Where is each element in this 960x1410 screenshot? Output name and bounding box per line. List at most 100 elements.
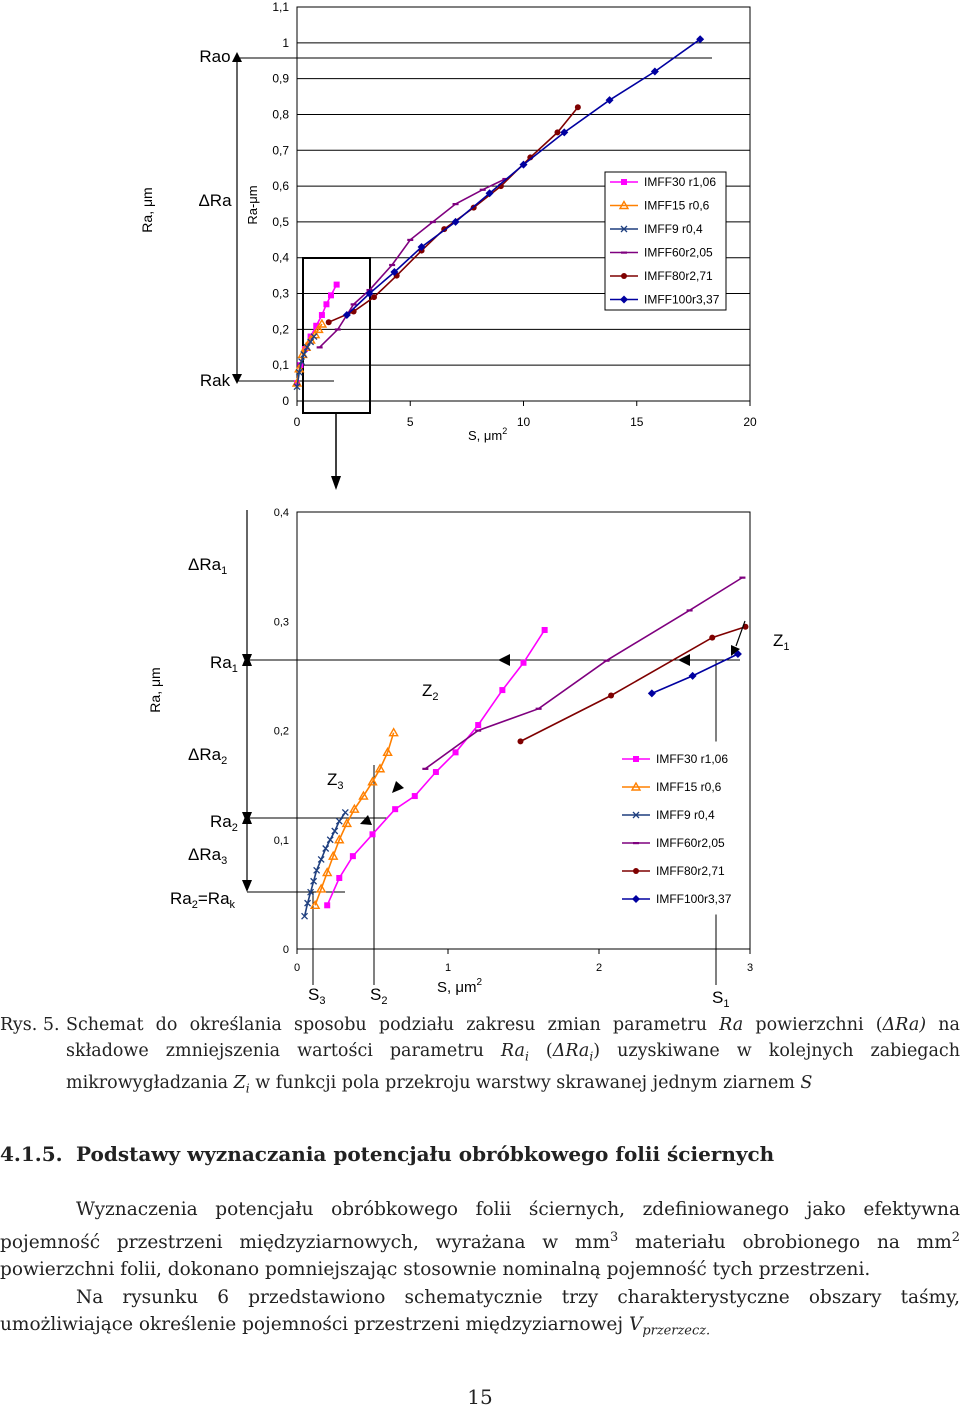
- data-point: [374, 763, 386, 773]
- data-point: [304, 899, 312, 907]
- legend-label: IMFF15 r0,6: [656, 780, 722, 794]
- series-bottom: [301, 576, 749, 920]
- legend-label: IMFF80r2,71: [644, 269, 713, 283]
- data-point: [392, 806, 399, 813]
- data-point: [298, 358, 305, 366]
- data-point: [313, 323, 324, 334]
- data-point: [326, 836, 334, 844]
- data-point: [365, 289, 374, 298]
- data-point: [331, 827, 339, 835]
- paragraph-2: Na rysunku 6 przedstawiono schematycznie…: [0, 1286, 960, 1339]
- data-point: [358, 790, 369, 800]
- s2-label: S2: [370, 985, 387, 1007]
- data-point: [310, 877, 318, 885]
- ra1-arrowhead-blue: [678, 654, 690, 666]
- data-point: [541, 626, 548, 633]
- data-point: [333, 281, 340, 288]
- rak-label: Rak: [200, 371, 231, 390]
- data-point: [535, 707, 542, 710]
- arrowhead: [242, 880, 252, 892]
- legend-marker: [620, 225, 628, 233]
- legend-label: IMFF60r2,05: [656, 836, 725, 850]
- data-point: [322, 845, 330, 852]
- legend-label: IMFF60r2,05: [644, 246, 713, 260]
- y-tick-label: 0: [282, 394, 289, 408]
- y-tick-label: 0,9: [272, 72, 289, 86]
- data-point: [432, 769, 439, 776]
- data-point: [688, 671, 697, 680]
- x-tick-label: 0: [294, 962, 300, 974]
- data-point: [325, 319, 332, 326]
- legend-marker: [633, 756, 639, 762]
- data-point: [709, 634, 716, 641]
- data-point: [479, 188, 486, 191]
- data-point: [519, 160, 528, 169]
- delta-ra3-label: ΔRa3: [188, 845, 227, 867]
- ra2-arrowhead: [360, 815, 372, 825]
- data-point: [328, 850, 339, 860]
- data-point: [334, 328, 341, 331]
- data-point: [451, 217, 460, 226]
- z1-pointer-arrowhead: [731, 645, 740, 656]
- data-point: [517, 738, 524, 745]
- legend-label: IMFF9 r0,4: [656, 808, 715, 822]
- y-tick-label: 0: [283, 944, 289, 956]
- x-tick-label: 0: [294, 415, 301, 429]
- data-point: [388, 727, 399, 737]
- data-point: [647, 689, 656, 698]
- data-point: [499, 687, 506, 694]
- data-point: [315, 883, 327, 893]
- data-point: [293, 383, 301, 391]
- data-point: [452, 749, 459, 756]
- data-point: [686, 609, 693, 612]
- legend-label: IMFF100r3,37: [644, 293, 720, 307]
- data-point: [389, 263, 396, 267]
- data-point: [382, 746, 393, 757]
- chart-top: 0 0,1 0,2 0,3 0,4 0,5 0,6 0,7 0,8 0,9 1 1,1 0 5 10 15 2…: [139, 0, 757, 490]
- data-point: [313, 322, 320, 329]
- section-number: 4.1.5.: [0, 1142, 63, 1166]
- legend-entries-top: IMFF30 r1,06 IMFF15 r0,6 IMFF9 r0,4 IMFF60r…: [610, 175, 720, 307]
- legend-marker: [618, 200, 630, 210]
- section-heading: 4.1.5. Podstawy wyznaczania potencjału ob…: [0, 1142, 960, 1166]
- legend-marker: [621, 251, 627, 254]
- x-tick-label: 10: [517, 415, 531, 429]
- y-tick-label: 0,1: [272, 358, 289, 372]
- outer-y-label-top: Ra, μm: [139, 187, 155, 232]
- data-point: [407, 238, 414, 242]
- data-point: [349, 803, 360, 813]
- data-point: [739, 576, 746, 579]
- y-tick-label: 0,3: [272, 287, 289, 301]
- rao-label: Rao: [199, 47, 230, 66]
- series-line: [326, 629, 546, 906]
- zoom-arrowhead: [331, 476, 341, 490]
- figure-caption: Rys. 5. Schemat do określania sposobu po…: [0, 1012, 960, 1101]
- legend-marker: [632, 895, 640, 903]
- y-tick-label: 0,7: [272, 143, 289, 157]
- data-point: [429, 220, 436, 224]
- x-axis-label-top: S, μm2: [468, 426, 507, 443]
- ra2-label: Ra2: [210, 812, 238, 834]
- data-point: [301, 912, 309, 920]
- legend-label: IMFF9 r0,4: [644, 222, 703, 236]
- data-point: [560, 128, 569, 137]
- data-point: [316, 318, 328, 328]
- s3-label: S3: [308, 985, 325, 1007]
- y-tick-label: 0,2: [272, 322, 289, 336]
- data-point: [307, 888, 315, 896]
- y-tick-label: 0,8: [272, 107, 289, 121]
- data-point: [554, 129, 561, 136]
- paragraph-1: Wyznaczenia potencjału obróbkowego folii…: [0, 1199, 960, 1281]
- data-point: [371, 294, 378, 301]
- y-tick-labels-top: 0 0,1 0,2 0,3 0,4 0,5 0,6 0,7 0,8 0,9 1 1,1: [272, 0, 289, 408]
- ra1-label: Ra1: [210, 653, 238, 675]
- arrowhead-down: [232, 374, 242, 384]
- z3-arrowhead: [392, 781, 404, 793]
- data-point: [349, 853, 356, 860]
- series-line: [424, 576, 743, 770]
- x-tick-label: 15: [630, 415, 644, 429]
- ra1-arrowhead-magenta: [498, 654, 510, 666]
- outer-y-label-bottom: Ra, μm: [147, 667, 163, 712]
- data-point: [603, 659, 610, 662]
- data-point: [341, 808, 349, 816]
